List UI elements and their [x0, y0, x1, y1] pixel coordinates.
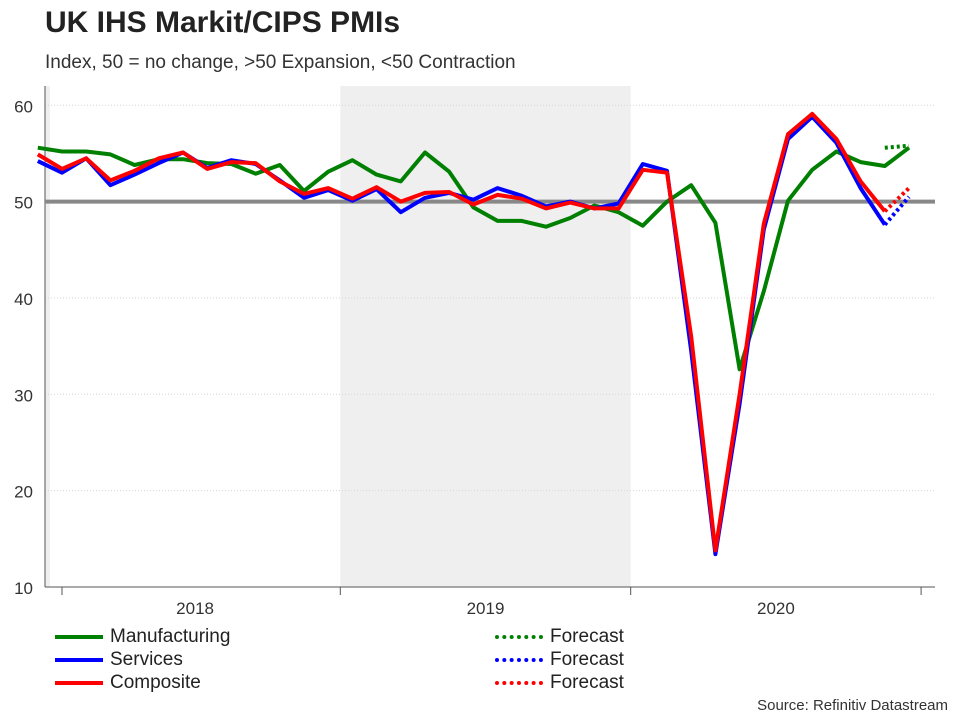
- legend-swatch-services: [55, 658, 103, 662]
- legend-label-manufacturing: Manufacturing: [110, 626, 231, 647]
- legend-swatch-forecast-services: [495, 658, 543, 662]
- series-line-4-forecast-dotted: [883, 195, 911, 227]
- shaded-period-0: [45, 86, 50, 587]
- y-tick-label-20: 20: [14, 483, 33, 502]
- shaded-period-1: [340, 86, 631, 587]
- legend-label-services: Services: [110, 649, 183, 670]
- legend-label-composite: Composite: [110, 672, 201, 693]
- shaded-periods: [45, 86, 631, 587]
- x-tick-label-2020: 2020: [757, 599, 795, 618]
- source-note: Source: Refinitiv Datastream: [757, 697, 948, 714]
- chart-title: UK IHS Markit/CIPS PMIs: [45, 6, 401, 39]
- y-tick-label-40: 40: [14, 290, 33, 309]
- legend-item-forecast-services: Forecast: [495, 649, 624, 671]
- legend-label-forecast-composite: Forecast: [550, 672, 624, 693]
- series-line-0-manufacturing-solid: [37, 145, 911, 372]
- legend-swatch-manufacturing: [55, 635, 103, 639]
- chart-subtitle: Index, 50 = no change, >50 Expansion, <5…: [45, 52, 516, 73]
- legend-item-composite: Composite: [55, 672, 201, 694]
- x-tick-labels: 2018 2019 2020: [61, 587, 922, 618]
- legend-swatch-composite: [55, 681, 103, 685]
- x-tick-label-2018: 2018: [176, 599, 214, 618]
- legend-swatch-forecast-composite: [495, 681, 543, 685]
- legend-label-forecast-manufacturing: Forecast: [550, 626, 624, 647]
- legend-item-manufacturing: Manufacturing: [55, 626, 230, 648]
- y-tick-label-10: 10: [14, 579, 33, 598]
- series-lines: [36, 111, 911, 557]
- legend-swatch-forecast-manufacturing: [495, 635, 543, 639]
- y-tick-label-30: 30: [14, 386, 33, 405]
- y-tick-labels: 10 20 30 40 50 60: [14, 97, 33, 598]
- series-line-2-composite-solid: [36, 111, 887, 553]
- legend-label-forecast-services: Forecast: [550, 649, 624, 670]
- series-line-3-forecast-dotted: [884, 143, 910, 150]
- legend-item-forecast-composite: Forecast: [495, 672, 624, 694]
- x-tick-label-2019: 2019: [467, 599, 505, 618]
- legend-item-services: Services: [55, 649, 183, 671]
- y-tick-label-60: 60: [14, 97, 33, 116]
- axes: [44, 86, 935, 588]
- legend-item-forecast-manufacturing: Forecast: [495, 626, 624, 648]
- y-tick-label-50: 50: [14, 194, 33, 213]
